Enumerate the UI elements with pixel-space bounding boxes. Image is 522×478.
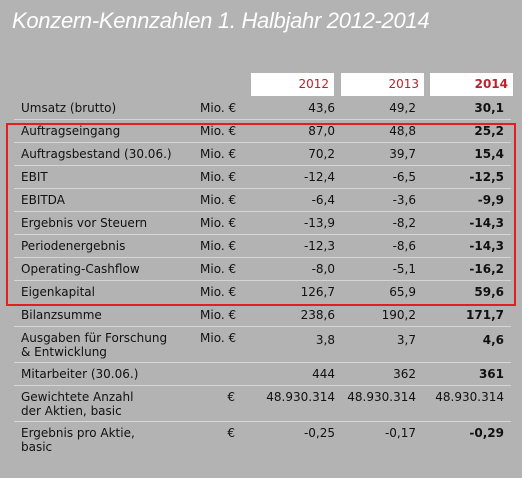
row-label: Eigenkapital (21, 285, 95, 299)
row-divider (14, 421, 511, 422)
row-divider (14, 165, 511, 166)
row-label: Ausgaben für Forschung (21, 331, 168, 345)
value-2012: -13,9 (303, 216, 335, 230)
row-divider (14, 188, 511, 189)
row-label: Bilanzsumme (21, 308, 102, 322)
row-unit: Mio. € (200, 331, 237, 345)
value-2012: -6,4 (311, 193, 335, 207)
row-unit: Mio. € (200, 216, 237, 230)
row-label: Ergebnis vor Steuern (21, 216, 148, 230)
value-2013: -5,1 (392, 262, 416, 276)
page-title: Konzern-Kennzahlen 1. Halbjahr 2012-2014 (12, 8, 430, 33)
value-2012: -12,3 (303, 239, 335, 253)
value-2013: 3,7 (396, 333, 416, 347)
row-unit: Mio. € (200, 124, 237, 138)
value-2012: 444 (312, 367, 335, 381)
value-2013: -3,6 (392, 193, 416, 207)
row-unit: Mio. € (200, 170, 237, 184)
value-2014: 30,1 (474, 101, 504, 115)
value-2013: 39,7 (389, 147, 416, 161)
value-2013: 65,9 (389, 285, 416, 299)
row-label: Auftragseingang (21, 124, 121, 138)
value-2012: 70,2 (308, 147, 335, 161)
row-divider (14, 362, 511, 363)
value-2014: 4,6 (482, 333, 504, 347)
row-label: Ergebnis pro Aktie, (21, 426, 135, 440)
value-2014: 171,7 (466, 308, 504, 322)
row-divider (14, 257, 511, 258)
row-divider (14, 119, 511, 120)
value-2014: 59,6 (474, 285, 504, 299)
value-2014: 48.930.314 (435, 390, 504, 404)
value-2013: 49,2 (389, 101, 416, 115)
row-divider (14, 385, 511, 386)
row-label: Auftragsbestand (30.06.) (21, 147, 172, 161)
row-label-line2: & Entwicklung (21, 345, 107, 359)
value-2013: -0,17 (384, 426, 416, 440)
value-2013: -6,5 (392, 170, 416, 184)
row-unit: Mio. € (200, 285, 237, 299)
row-divider (14, 234, 511, 235)
row-label-line2: der Aktien, basic (21, 404, 122, 418)
row-unit: Mio. € (200, 308, 237, 322)
value-2014: -12,5 (469, 170, 504, 184)
row-divider (14, 326, 511, 327)
row-label-line2: basic (21, 440, 53, 454)
value-2012: 3,8 (315, 333, 335, 347)
value-2013: 48.930.314 (347, 390, 416, 404)
row-divider (14, 211, 511, 212)
value-2014: -16,2 (469, 262, 504, 276)
year-header-2013: 2013 (341, 73, 424, 96)
row-label: EBITDA (21, 193, 65, 207)
value-2013: 190,2 (381, 308, 416, 322)
row-unit: Mio. € (200, 262, 237, 276)
value-2012: -0,25 (303, 426, 335, 440)
highlight-box (6, 123, 516, 306)
value-2013: 48,8 (389, 124, 416, 138)
value-2014: 361 (478, 367, 504, 381)
row-label: Periodenergebnis (21, 239, 126, 253)
row-unit: Mio. € (200, 239, 237, 253)
year-header-2014: 2014 (430, 73, 513, 96)
value-2012: 126,7 (300, 285, 335, 299)
row-label: Operating-Cashflow (21, 262, 140, 276)
row-label: Gewichtete Anzahl (21, 390, 134, 404)
value-2013: 362 (393, 367, 416, 381)
row-label: EBIT (21, 170, 48, 184)
row-unit: Mio. € (200, 147, 237, 161)
row-unit: € (227, 390, 235, 404)
row-unit: Mio. € (200, 101, 237, 115)
value-2014: 25,2 (474, 124, 504, 138)
row-label: Umsatz (brutto) (21, 101, 117, 115)
value-2012: 48.930.314 (266, 390, 335, 404)
value-2012: -8,0 (311, 262, 335, 276)
value-2012: -12,4 (303, 170, 335, 184)
value-2014: -0,29 (469, 426, 504, 440)
value-2014: -14,3 (469, 239, 504, 253)
value-2014: -9,9 (477, 193, 504, 207)
row-unit: € (227, 426, 235, 440)
year-header-2012: 2012 (251, 73, 334, 96)
row-divider (14, 280, 511, 281)
row-divider (14, 142, 511, 143)
value-2012: 43,6 (308, 101, 335, 115)
value-2012: 238,6 (300, 308, 335, 322)
value-2013: -8,6 (392, 239, 416, 253)
value-2014: 15,4 (474, 147, 504, 161)
value-2013: -8,2 (392, 216, 416, 230)
value-2014: -14,3 (469, 216, 504, 230)
value-2012: 87,0 (308, 124, 335, 138)
row-label: Mitarbeiter (30.06.) (21, 367, 139, 381)
row-unit: Mio. € (200, 193, 237, 207)
